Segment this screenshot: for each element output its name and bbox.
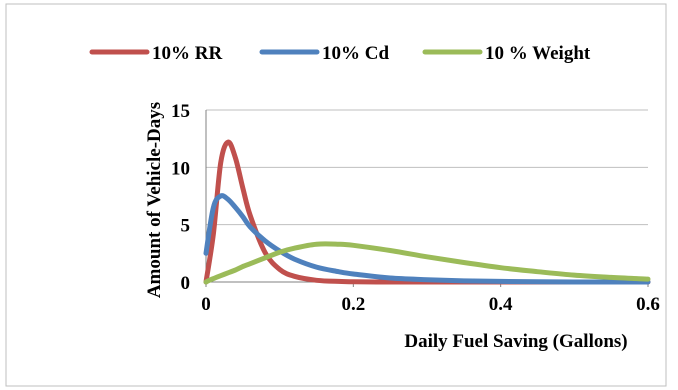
legend-label-weight: 10 % Weight [485,43,591,64]
series-lines [203,139,651,285]
gridlines [206,109,648,226]
x-tick-labels: 0 0.2 0.4 0.6 [201,282,660,315]
x-tick-label: 0 [201,294,211,315]
x-tick-label: 0.6 [636,294,660,315]
legend-label-rr: 10% RR [152,43,222,64]
y-axis-title: Amount of Vehicle-Days [144,102,165,298]
y-tick-label: 10 [171,158,190,179]
legend-label-cd: 10% Cd [322,43,389,64]
x-tick-label: 0.4 [489,294,513,315]
y-tick-labels: 0 5 10 15 [171,101,190,294]
y-tick-label: 5 [181,216,191,237]
series-line-weight [203,241,651,285]
y-tick-label: 0 [181,273,191,294]
x-axis-title: Daily Fuel Saving (Gallons) [404,331,627,352]
y-tick-label: 15 [171,101,190,122]
series-line-cd [203,193,651,285]
x-tick-label: 0.2 [341,294,365,315]
legend: 10% RR 10% Cd 10 % Weight [89,43,591,64]
